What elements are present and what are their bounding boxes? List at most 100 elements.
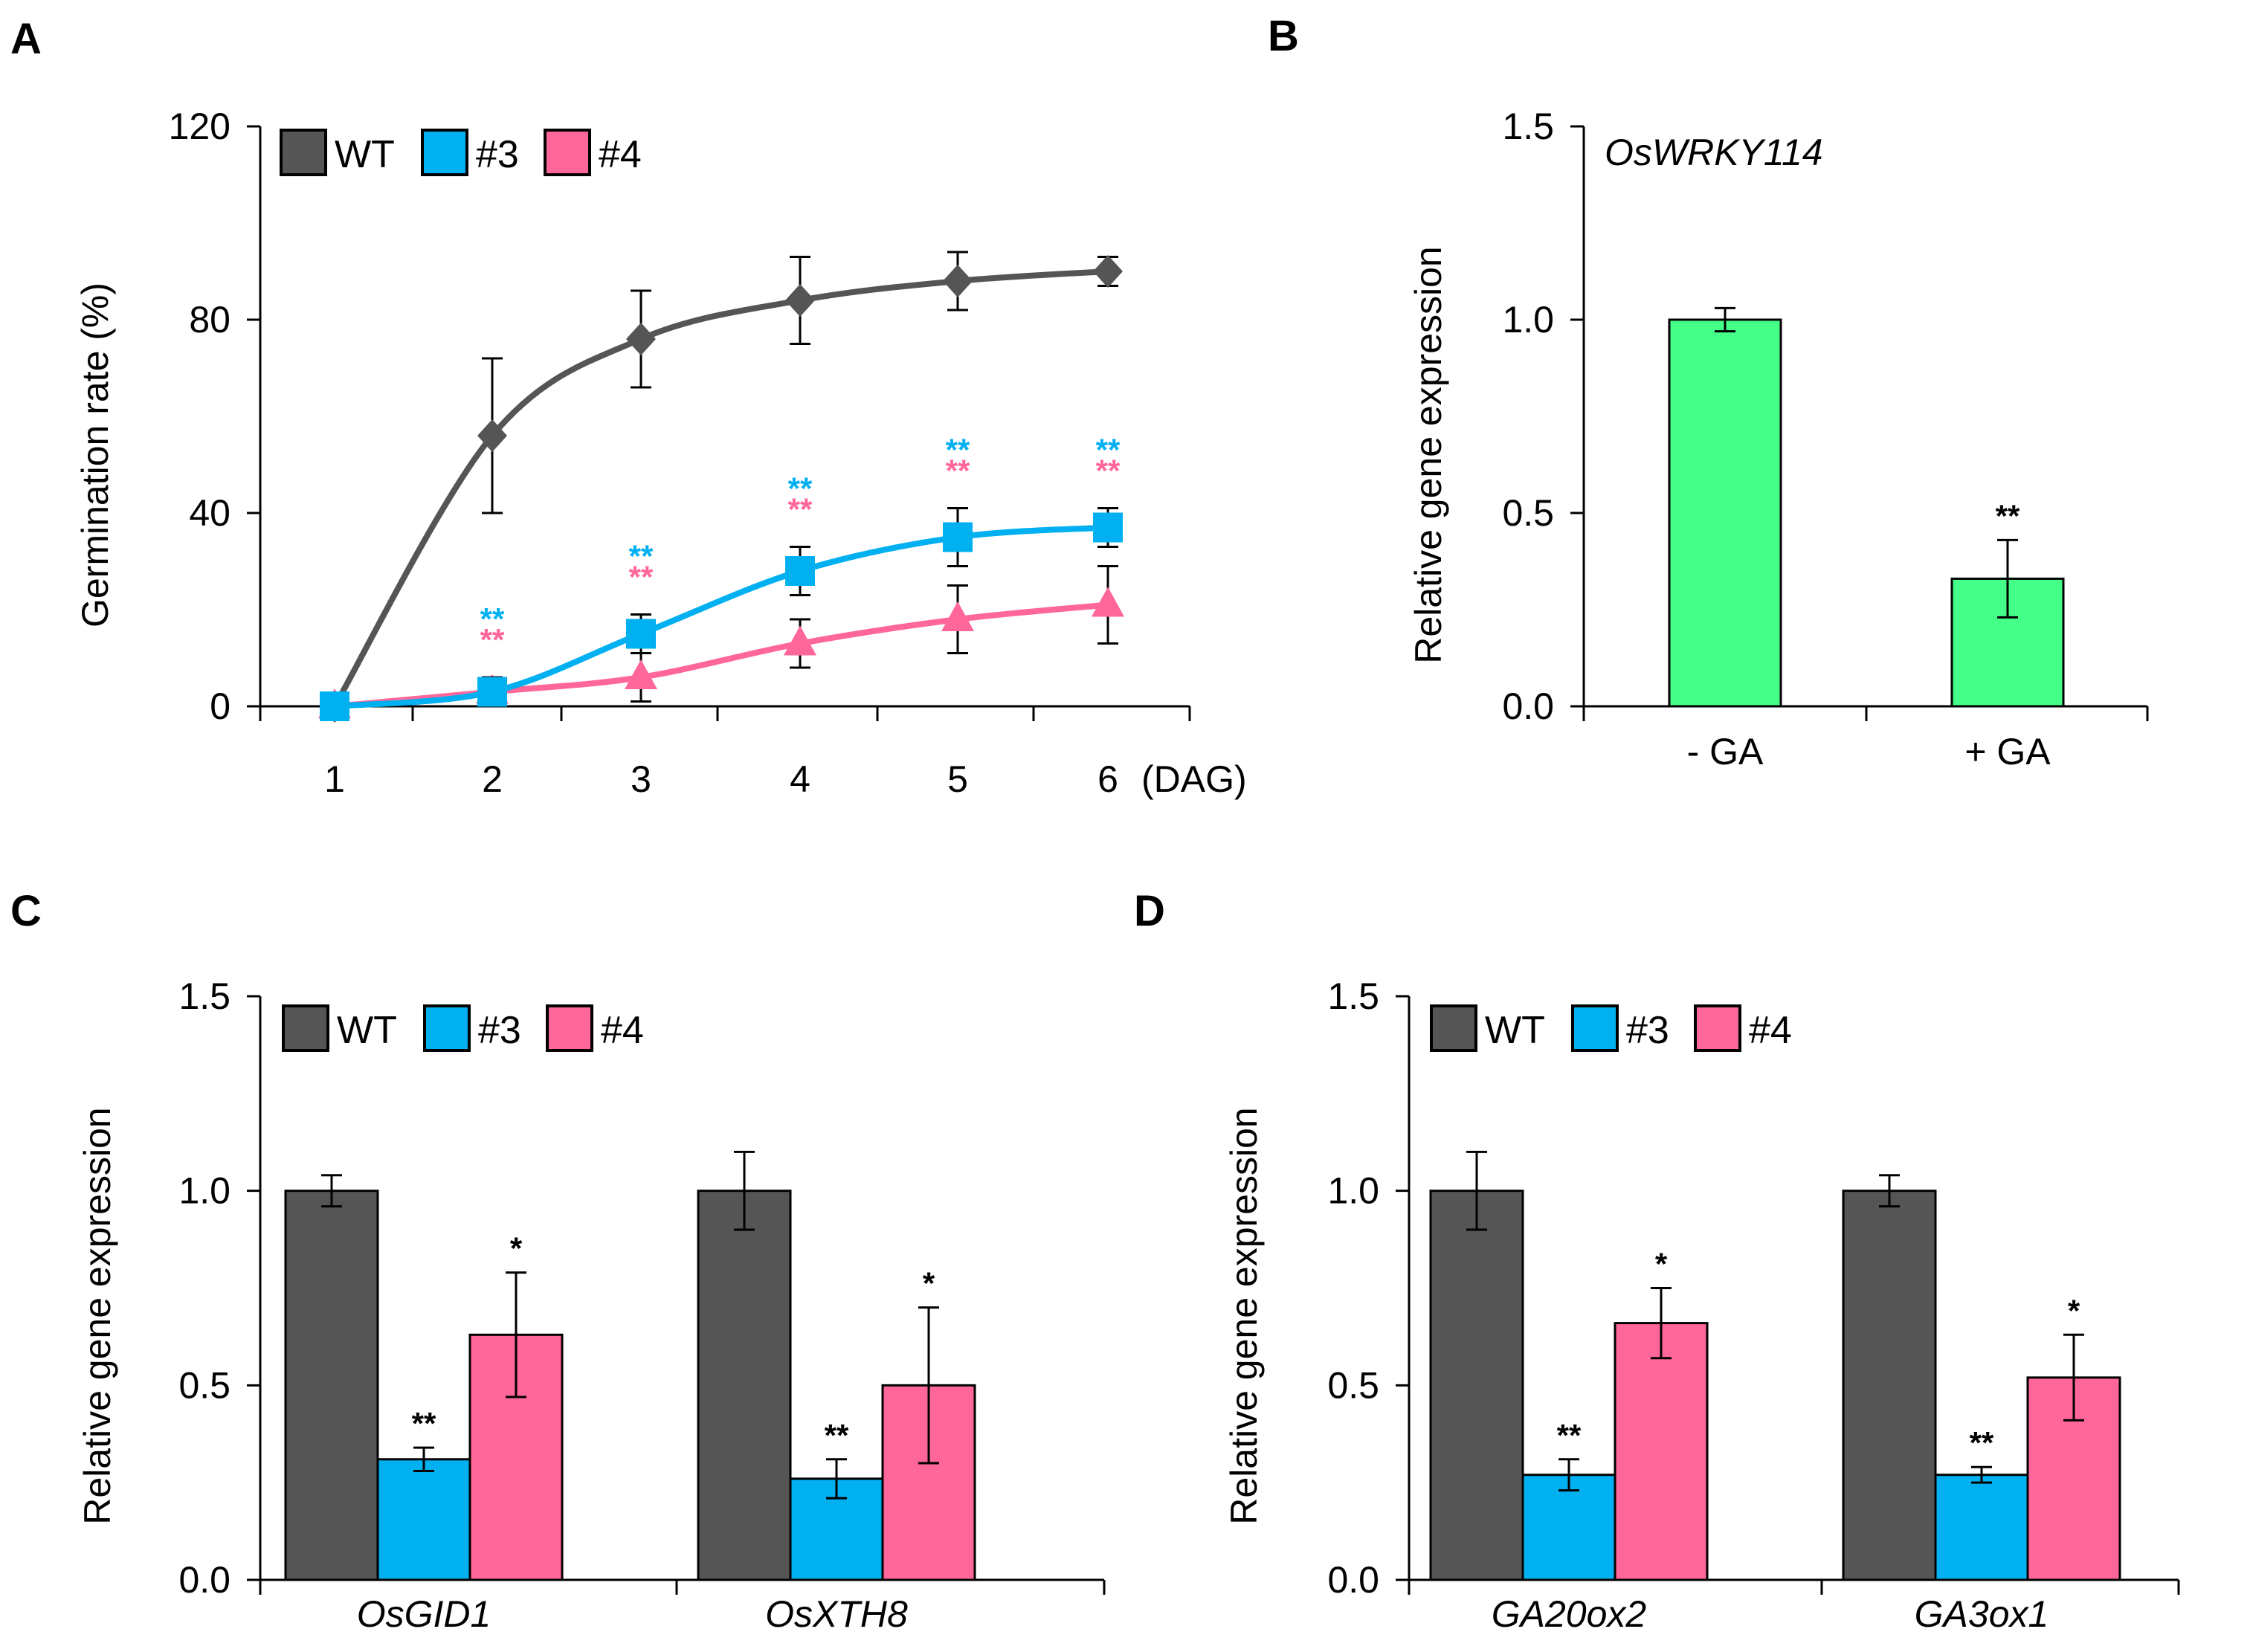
chart-a-point [1093,512,1123,543]
chart-c-category-label: OsXTH8 [765,1593,908,1635]
panel-letter-d: D [1134,887,1165,935]
chart-a-ylabel: Germination rate (%) [74,283,116,627]
chart-c-legend-swatch [423,1004,471,1052]
chart-a-xtick-label: 4 [790,758,810,800]
chart-d-ytick-label: 0.0 [1327,1559,1379,1601]
chart-a-legend-label: #3 [476,133,519,176]
chart-a-point [477,677,507,707]
chart-c-ytick-label: 0.5 [178,1364,231,1406]
chart-d-ytick-label: 0.5 [1327,1364,1379,1406]
chart-a-sig-label: ** [1096,454,1121,488]
chart-c-legend-label: WT [337,1009,397,1052]
chart-c-sig-label: * [923,1266,935,1301]
chart-b-bar [1668,318,1782,708]
panel-letter-a: A [10,15,42,63]
chart-a-xlabel: (DAG) [1141,758,1247,800]
chart-a-legend-label: #4 [599,133,642,176]
chart-a-sig-label: ** [1096,433,1121,468]
chart-a-ytick-label: 80 [189,299,231,341]
chart-c-legend-label: #3 [478,1009,521,1052]
panel-letter-c: C [10,887,42,935]
chart-c-bar [376,1458,471,1581]
chart-a-xtick-label: 5 [947,758,968,800]
chart-a-sig-label: ** [480,601,505,636]
chart-a-ytick-label: 40 [189,492,231,534]
chart-a-point [477,419,507,452]
chart-a-point [320,691,349,721]
chart-a-line-n4 [334,601,1109,709]
chart-a-point [785,284,815,317]
chart-a-xtick-label: 3 [631,758,651,800]
chart-b-ytick-label: 1.5 [1502,106,1554,147]
chart-c-sig-label: ** [412,1406,436,1441]
chart-c-ytick-label: 0.0 [178,1559,231,1601]
chart-a-line-n3 [334,524,1109,709]
chart-b-sig-label: ** [1996,498,2020,533]
chart-a-point [785,556,815,586]
chart-d-ytick-label: 1.0 [1327,1170,1379,1212]
chart-d-sig-label: ** [1970,1425,1994,1460]
chart-d-legend-swatch [1430,1004,1477,1052]
chart-c-sig-label: ** [825,1418,849,1453]
chart-a-sig-label: ** [788,492,813,527]
chart-a-point [941,601,974,631]
chart-a-ytick-label: 120 [169,106,231,147]
chart-a-point [626,323,656,355]
chart-c-ylabel: Relative gene expression [77,1107,118,1524]
panel-letter-b: B [1268,12,1299,60]
chart-a-legend-swatch [544,129,591,176]
chart-b-ytick-label: 0.5 [1502,492,1554,534]
chart-c-ytick-label: 1.5 [178,975,231,1017]
chart-a-point [943,522,973,552]
chart-a-point [943,265,973,297]
chart-c-bar [284,1190,379,1581]
chart-a-xtick-label: 6 [1097,758,1118,800]
chart-a-point [625,659,657,689]
chart-a-legend-label: WT [335,133,395,176]
chart-c-category-label: OsGID1 [357,1593,491,1635]
chart-a-legend-swatch [280,129,327,176]
chart-d-bar [1614,1322,1709,1581]
chart-b-xtick-label: + GA [1964,731,2051,772]
chart-a-point [1092,587,1124,617]
chart-a-sig-label: ** [629,560,654,595]
chart-d-legend-label: WT [1485,1009,1545,1052]
chart-c-bar [697,1190,792,1581]
chart-b-ytick-label: 1.0 [1502,299,1554,341]
chart-a-line-wt [332,268,1109,709]
chart-a-sig-label: ** [480,622,505,657]
chart-d-bar [1842,1190,1937,1581]
chart-b-xtick-label: - GA [1687,731,1764,772]
chart-d-legend-label: #4 [1749,1009,1792,1052]
chart-b-ytick-label: 0.0 [1502,685,1554,727]
chart-b-title: OsWRKY114 [1605,132,1823,173]
chart-d-bar [1429,1190,1524,1581]
chart-d-legend-label: #3 [1626,1009,1669,1052]
chart-d-sig-label: ** [1557,1418,1582,1453]
chart-b-ylabel: Relative gene expression [1408,246,1449,663]
chart-a-sig-label: ** [629,539,654,574]
chart-a-xtick-label: 2 [482,758,503,800]
chart-d-sig-label: * [1655,1247,1668,1282]
chart-a-legend-swatch [421,129,468,176]
chart-d-legend-swatch [1571,1004,1619,1052]
chart-d-legend-swatch [1694,1004,1741,1052]
chart-a-sig-label: ** [788,471,813,506]
chart-d-sig-label: * [2068,1293,2080,1328]
chart-a-point [626,619,656,649]
chart-a-xtick-label: 1 [324,758,345,800]
chart-c-legend-label: #4 [601,1009,644,1052]
chart-d-ylabel: Relative gene expression [1223,1107,1265,1524]
chart-d-ytick-label: 1.5 [1327,975,1379,1017]
chart-a-point [1093,255,1123,288]
chart-a-point [784,625,816,656]
chart-d-category-label: GA20ox2 [1492,1593,1647,1635]
chart-d-bar [1934,1474,2029,1581]
chart-b: 0.0 0.5 1.0 1.5 - GA ** + GA [1502,106,2149,772]
chart-c-legend-swatch [546,1004,593,1052]
chart-a-ytick-label: 0 [210,685,231,727]
